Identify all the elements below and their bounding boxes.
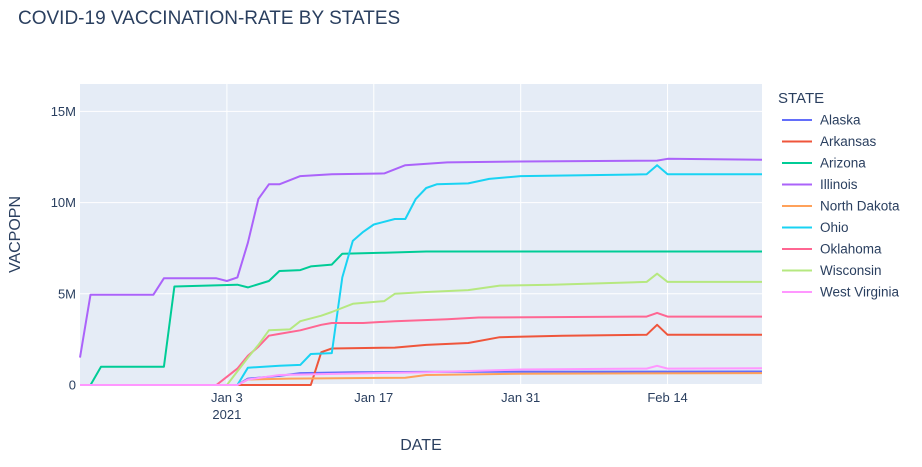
chart-title: COVID-19 VACCINATION-RATE BY STATES bbox=[18, 8, 401, 29]
series-line-wisconsin bbox=[80, 272, 762, 386]
series-lines bbox=[79, 157, 763, 386]
y-tick-label: 0 bbox=[69, 378, 76, 393]
x-tick-label: Feb 14 bbox=[647, 390, 687, 405]
x-tick-label: Jan 3 bbox=[211, 390, 243, 405]
y-tick-label: 10M bbox=[51, 195, 76, 210]
series-line-ohio bbox=[80, 164, 762, 386]
legend-label: West Virginia bbox=[820, 285, 900, 300]
legend-label: North Dakota bbox=[820, 199, 900, 214]
y-axis-title: VACPOPN bbox=[7, 196, 24, 273]
legend-label: Arizona bbox=[820, 156, 866, 171]
series-line-arkansas bbox=[80, 323, 762, 386]
series-line-arizona bbox=[80, 250, 762, 386]
plot-area bbox=[80, 84, 762, 385]
x-tick-label: Jan 17 bbox=[354, 390, 393, 405]
x-tick-sublabel: 2021 bbox=[212, 407, 241, 422]
series-line-west-virginia bbox=[80, 364, 763, 386]
legend-title: STATE bbox=[778, 90, 824, 107]
legend: STATE Alaska Arkansas Arizona Illinois North… bbox=[778, 90, 900, 300]
series-line-oklahoma bbox=[80, 311, 762, 386]
legend-label: Wisconsin bbox=[820, 263, 882, 278]
legend-label: Ohio bbox=[820, 220, 849, 235]
x-tick-label: Jan 31 bbox=[501, 390, 540, 405]
x-axis-title: DATE bbox=[400, 437, 441, 454]
series-line-illinois bbox=[79, 157, 763, 358]
y-tick-label: 15M bbox=[51, 104, 76, 119]
legend-label: Arkansas bbox=[820, 134, 877, 149]
axes: Jan 3 2021 Jan 17 Jan 31 Feb 14 0 5M 10M 15M bbox=[51, 104, 688, 422]
y-tick-label: 5M bbox=[58, 286, 76, 301]
legend-label: Illinois bbox=[820, 177, 858, 192]
legend-label: Alaska bbox=[820, 113, 861, 128]
legend-label: Oklahoma bbox=[820, 242, 882, 257]
